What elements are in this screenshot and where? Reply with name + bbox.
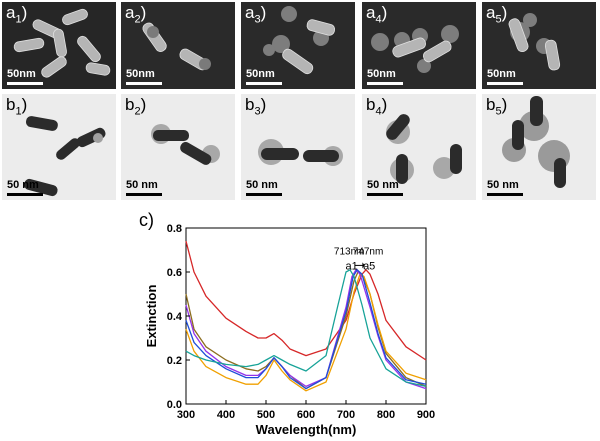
tem-image-b4 [362, 94, 476, 200]
sem-image-a2 [121, 2, 235, 89]
panel-label: a2) [125, 3, 147, 26]
scale-bar-label: 50nm [246, 68, 275, 80]
y-tick-label: 0.4 [167, 311, 183, 323]
scale-bar [126, 82, 162, 85]
scale-bar-label: 50 nm [126, 179, 158, 191]
x-tick-label: 700 [337, 409, 355, 421]
peak-label-747nm: 747nm [353, 246, 384, 257]
x-axis-label: Wavelength(nm) [256, 422, 357, 437]
sem-image-a3 [241, 2, 355, 89]
panel-label: b2) [125, 95, 147, 118]
panel-label: b1) [6, 95, 28, 118]
sem-panel-a2: a2) 50nm [121, 2, 235, 89]
scale-bar-label: 50 nm [246, 179, 278, 191]
scale-bar-label: 50nm [7, 68, 36, 80]
chart-panel-label: c) [139, 210, 154, 230]
scale-bar [367, 82, 403, 85]
plot-frame [185, 227, 427, 405]
scale-bar-label: 50nm [487, 68, 516, 80]
tem-image-b2 [121, 94, 235, 200]
scale-bar [487, 193, 523, 196]
x-tick-label: 900 [417, 409, 435, 421]
sem-panel-a1: a1) 50nm [2, 2, 116, 89]
scale-bar [7, 82, 43, 85]
y-tick-label: 0.2 [167, 355, 182, 367]
extinction-chart: 300 400 500 600 700 800 900 0.0 0.2 0.4 0.6 0.8 Wave… [144, 223, 435, 437]
panel-label: a5) [486, 3, 508, 26]
scale-bar [126, 193, 162, 196]
tem-panel-b2: b2) 50 nm [121, 94, 235, 200]
x-tick-label: 800 [377, 409, 395, 421]
scale-bar [246, 193, 282, 196]
sem-panel-a5: a5) 50nm [482, 2, 596, 89]
scale-bar [7, 193, 43, 196]
tem-image-b1 [2, 94, 116, 200]
scale-bar [367, 193, 403, 196]
sem-image-a5 [482, 2, 596, 89]
x-tick-label: 400 [217, 409, 235, 421]
sem-image-a1 [2, 2, 116, 89]
series-line-4 [185, 269, 427, 390]
scale-bar-label: 50nm [367, 68, 396, 80]
panel-label: a1) [6, 3, 28, 26]
scale-bar-label: 50 nm [367, 179, 399, 191]
y-tick-label: 0.8 [167, 223, 182, 235]
x-tick-label: 500 [257, 409, 275, 421]
tem-image-b3 [241, 94, 355, 200]
arrow-start-label: a1 [345, 260, 357, 272]
scale-bar [246, 82, 282, 85]
panel-label: a4) [366, 3, 388, 26]
scale-bar-label: 50 nm [487, 179, 519, 191]
tem-panel-b5: b5) 50 nm [482, 94, 596, 200]
y-axis-label: Extinction [144, 285, 159, 348]
tem-panel-b4: b4) 50 nm [362, 94, 476, 200]
x-tick-label: 600 [297, 409, 315, 421]
sem-image-a4 [362, 2, 476, 89]
sem-panel-a4: a4) 50nm [362, 2, 476, 89]
panel-label: b3) [245, 95, 267, 118]
shift-arrow-head [362, 262, 365, 269]
arrow-end-label: a5 [363, 260, 375, 272]
sem-panel-a3: a3) 50nm [241, 2, 355, 89]
x-tick-label: 300 [177, 409, 195, 421]
panel-label: b4) [366, 95, 388, 118]
y-tick-label: 0.6 [167, 267, 182, 279]
scale-bar-label: 50 nm [7, 179, 39, 191]
series-line-6 [185, 269, 427, 388]
panel-label: a3) [245, 3, 267, 26]
scale-bar-label: 50nm [126, 68, 155, 80]
tem-panel-b3: b3) 50 nm [241, 94, 355, 200]
series-line-5 [185, 269, 427, 390]
y-tick-label: 0.0 [167, 399, 182, 411]
panel-label: b5) [486, 95, 508, 118]
tem-panel-b1: b1) 50 nm [2, 94, 116, 200]
tem-image-b5 [482, 94, 596, 200]
series-line-1 [185, 241, 427, 361]
peak-label-713nm: 713nm [334, 246, 365, 257]
scale-bar [487, 82, 523, 85]
series-line-3 [185, 273, 427, 392]
